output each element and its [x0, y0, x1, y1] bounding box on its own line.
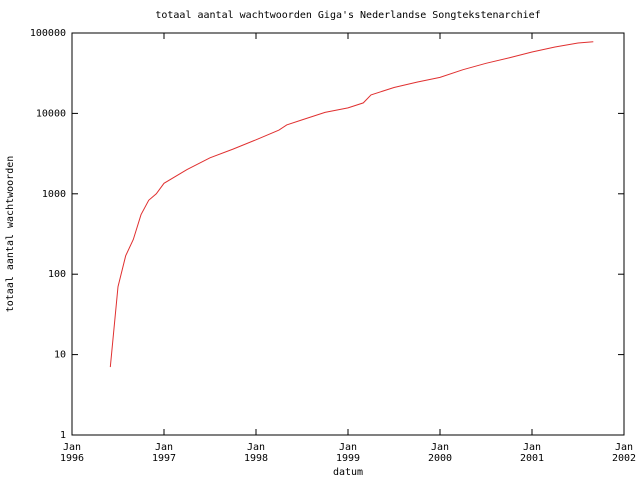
y-tick-label: 100 [48, 269, 66, 280]
x-tick-label: Jan [63, 442, 81, 453]
y-tick-label: 10 [54, 350, 66, 361]
x-tick-label: Jan [615, 442, 633, 453]
x-tick-label: 1996 [60, 453, 84, 464]
y-axis-label: totaal aantal wachtwoorden [5, 156, 16, 313]
y-tick-label: 1000 [42, 189, 66, 200]
data-line [109, 41, 594, 368]
x-tick-label: Jan [155, 442, 173, 453]
x-tick-label: Jan [339, 442, 357, 453]
plot-border [71, 32, 625, 436]
x-tick-label: 2000 [428, 453, 452, 464]
y-tick-label: 10000 [36, 108, 66, 119]
x-tick-label: 1997 [152, 453, 176, 464]
x-tick-label: 1999 [336, 453, 360, 464]
chart-title: totaal aantal wachtwoorden Giga's Nederl… [155, 10, 540, 21]
y-tick-label: 1 [60, 430, 66, 441]
x-tick-label: Jan [523, 442, 541, 453]
x-axis-label: datum [333, 467, 363, 478]
x-tick-label: 2002 [612, 453, 636, 464]
x-tick-label: 2001 [520, 453, 544, 464]
y-tick-label: 100000 [30, 28, 66, 39]
x-tick-label: 1998 [244, 453, 268, 464]
x-tick-label: Jan [431, 442, 449, 453]
x-tick-label: Jan [247, 442, 265, 453]
